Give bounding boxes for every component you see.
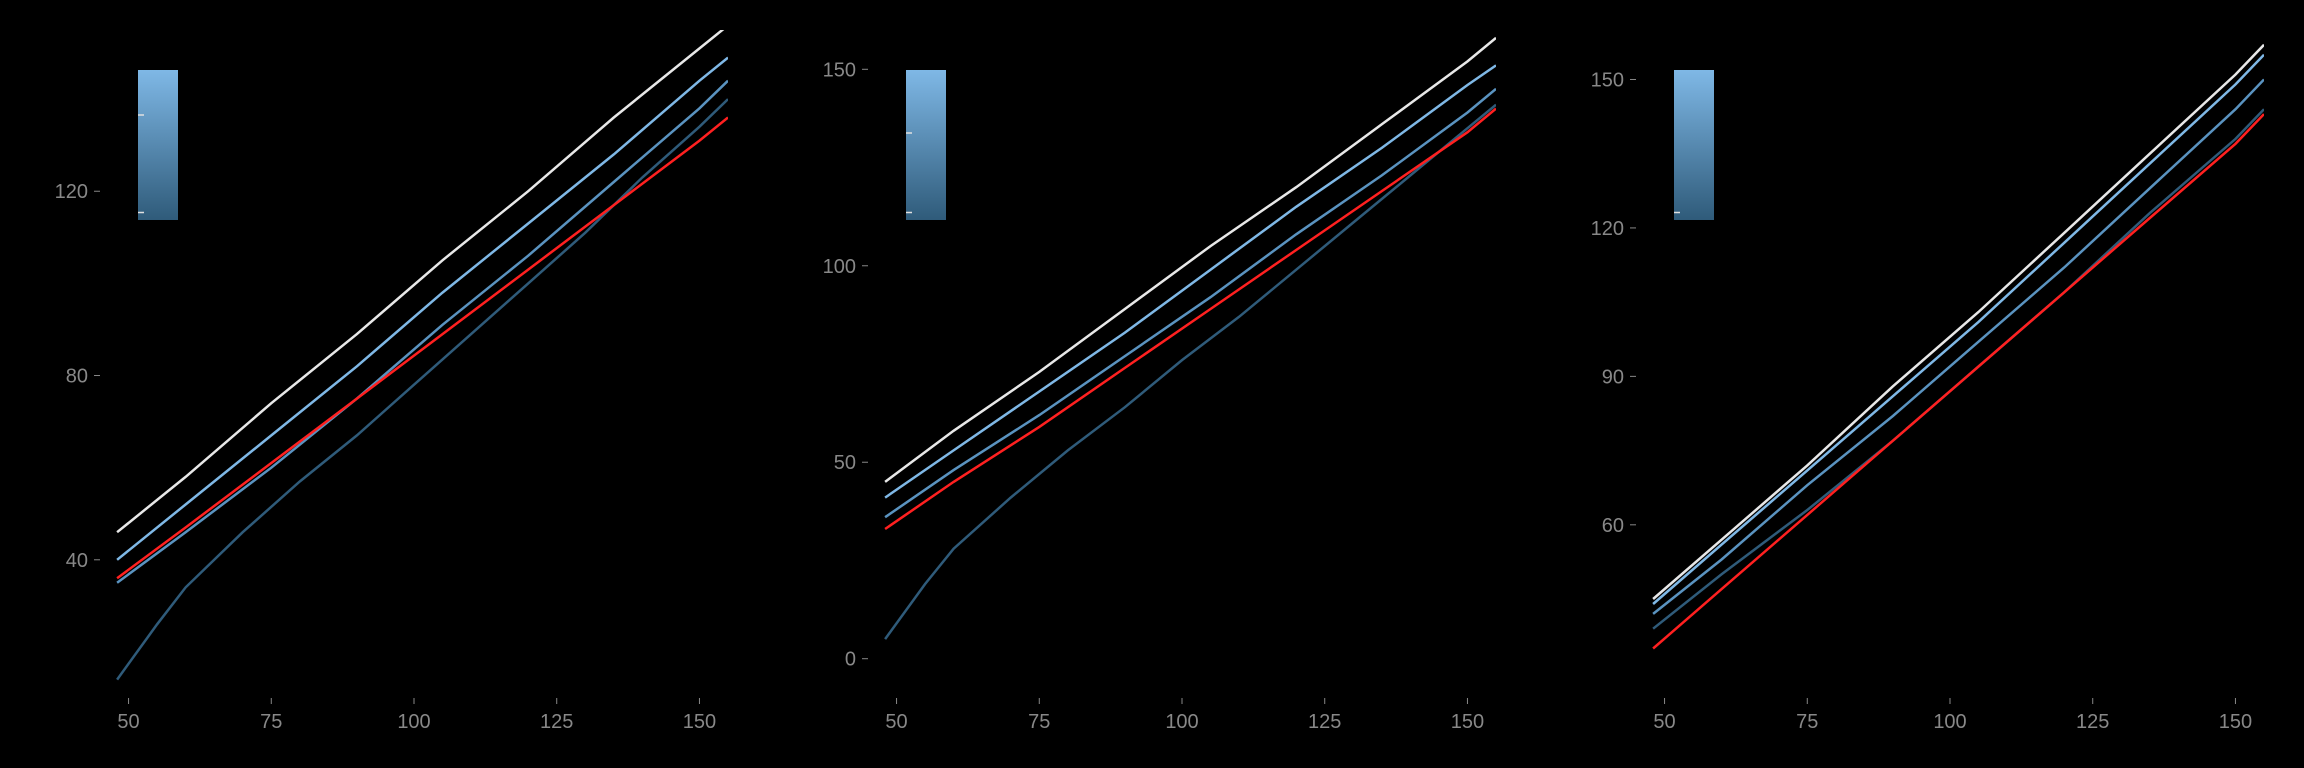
- series-red: [885, 109, 1496, 529]
- y-tick-label: 150: [823, 59, 856, 81]
- x-tick-label: 125: [540, 711, 573, 733]
- y-tick-label: 90: [1602, 366, 1624, 388]
- legend-colorbar: [138, 70, 178, 220]
- x-tick-label: 125: [2076, 711, 2109, 733]
- chart-svg: 50 75 100 125 150 60 90 120 150: [1536, 0, 2304, 768]
- series-midblue: [1653, 80, 2264, 614]
- y-tick-label: 150: [1591, 69, 1624, 91]
- x-tick-label: 50: [1653, 711, 1675, 733]
- x-tick-label: 75: [1028, 711, 1050, 733]
- legend-colorbar: [906, 70, 946, 220]
- x-tick-label: 150: [2219, 711, 2252, 733]
- y-tick-label: 50: [834, 452, 856, 474]
- chart-panel: 50 75 100 125 150 60 90 120 150: [1536, 0, 2304, 768]
- y-tick-label: 100: [823, 256, 856, 278]
- chart-panel: 50 75 100 125 150 40 80 120: [0, 0, 768, 768]
- x-tick-label: 50: [117, 711, 139, 733]
- series-darkblue: [117, 99, 728, 680]
- y-tick-label: 120: [55, 181, 88, 203]
- x-tick-label: 75: [260, 711, 282, 733]
- y-tick-label: 0: [845, 649, 856, 671]
- series-white: [1653, 45, 2264, 599]
- y-tick-label: 60: [1602, 515, 1624, 537]
- series-lightblue: [885, 65, 1496, 497]
- chart-panel: 50 75 100 125 150 0 50 100 150: [768, 0, 1536, 768]
- series-midblue: [117, 81, 728, 583]
- series-darkblue: [1653, 109, 2264, 629]
- chart-svg: 50 75 100 125 150 40 80 120: [0, 0, 768, 768]
- y-tick-label: 80: [66, 366, 88, 388]
- x-tick-label: 100: [397, 711, 430, 733]
- x-tick-label: 100: [1933, 711, 1966, 733]
- series-midblue: [885, 89, 1496, 517]
- legend-colorbar: [1674, 70, 1714, 220]
- x-tick-label: 100: [1165, 711, 1198, 733]
- series-white: [885, 38, 1496, 482]
- y-tick-label: 120: [1591, 218, 1624, 240]
- y-tick-label: 40: [66, 550, 88, 572]
- series-lightblue: [117, 58, 728, 560]
- x-tick-label: 50: [885, 711, 907, 733]
- series-red: [117, 118, 728, 579]
- x-tick-label: 150: [1451, 711, 1484, 733]
- series-darkblue: [885, 105, 1496, 639]
- x-tick-label: 125: [1308, 711, 1341, 733]
- series-white: [117, 25, 728, 532]
- figure-canvas: 50 75 100 125 150 40 80 120 50 75 100 125 150 0 50 100 1…: [0, 0, 2304, 768]
- chart-svg: 50 75 100 125 150 0 50 100 150: [768, 0, 1536, 768]
- x-tick-label: 150: [683, 711, 716, 733]
- x-tick-label: 75: [1796, 711, 1818, 733]
